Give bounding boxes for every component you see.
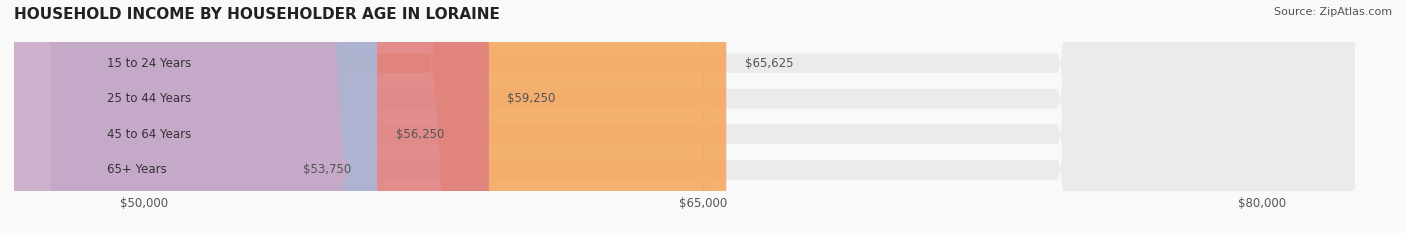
Text: Source: ZipAtlas.com: Source: ZipAtlas.com (1274, 7, 1392, 17)
FancyBboxPatch shape (51, 0, 1355, 233)
Text: $65,625: $65,625 (745, 57, 793, 70)
FancyBboxPatch shape (51, 0, 489, 233)
Text: 65+ Years: 65+ Years (107, 163, 167, 176)
Text: 15 to 24 Years: 15 to 24 Years (107, 57, 191, 70)
Text: $53,750: $53,750 (302, 163, 352, 176)
FancyBboxPatch shape (51, 0, 1355, 233)
FancyBboxPatch shape (51, 0, 1355, 233)
Text: HOUSEHOLD INCOME BY HOUSEHOLDER AGE IN LORAINE: HOUSEHOLD INCOME BY HOUSEHOLDER AGE IN L… (14, 7, 501, 22)
Text: 45 to 64 Years: 45 to 64 Years (107, 128, 191, 141)
FancyBboxPatch shape (0, 0, 349, 233)
Text: $59,250: $59,250 (508, 92, 555, 105)
Text: 25 to 44 Years: 25 to 44 Years (107, 92, 191, 105)
Text: $56,250: $56,250 (395, 128, 444, 141)
FancyBboxPatch shape (51, 0, 1355, 233)
FancyBboxPatch shape (51, 0, 727, 233)
FancyBboxPatch shape (51, 0, 377, 233)
